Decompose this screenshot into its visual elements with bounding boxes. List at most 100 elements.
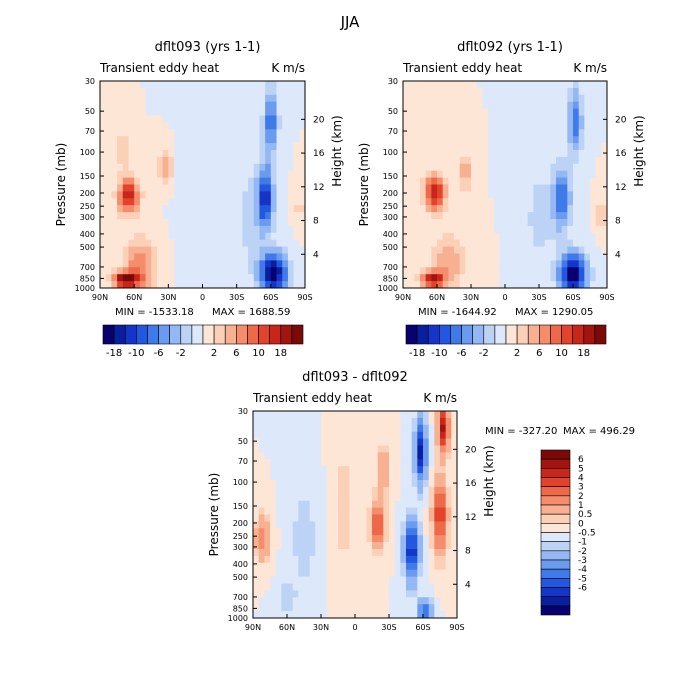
heatmap-cell <box>128 281 135 288</box>
heatmap-cell <box>230 198 238 206</box>
heatmap-cell <box>383 500 390 509</box>
heatmap-cell <box>309 486 316 495</box>
heatmap-cell <box>578 81 585 89</box>
heatmap-cell <box>122 115 130 123</box>
heatmap-cell <box>510 267 517 275</box>
heatmap-cell <box>191 122 198 130</box>
heatmap-cell <box>366 528 373 536</box>
heatmap-cell <box>516 253 523 261</box>
heatmap-cell <box>349 459 356 467</box>
heatmap-cell <box>465 232 472 241</box>
heatmap-cell <box>315 549 322 557</box>
heatmap-cell <box>465 274 472 282</box>
heatmap-cell <box>292 411 299 419</box>
heatmap-cell <box>168 260 175 268</box>
heatmap-cell <box>544 163 551 172</box>
heatmap-cell <box>372 514 379 522</box>
heatmap-cell <box>437 94 444 103</box>
heatmap-cell <box>242 191 249 199</box>
colorbar-swatch <box>540 568 571 579</box>
heatmap-cell <box>128 191 135 199</box>
heatmap-cell <box>417 590 424 598</box>
heatmap-cell <box>230 212 238 220</box>
heatmap-cell <box>465 122 472 130</box>
heatmap-cell <box>420 260 427 268</box>
heatmap-cell <box>539 87 546 96</box>
heatmap-cell <box>510 212 517 220</box>
heatmap-cell <box>471 108 478 117</box>
heatmap-cell <box>139 212 147 220</box>
heatmap-cell <box>326 480 333 488</box>
heatmap-cell <box>556 191 563 199</box>
heatmap-cell <box>293 122 300 130</box>
heatmap-cell <box>208 177 215 186</box>
heatmap-cell <box>505 205 512 213</box>
heatmap-cell <box>117 232 124 241</box>
heatmap-cell <box>440 590 447 598</box>
heatmap-cell <box>454 177 461 186</box>
heatmap-cell <box>208 115 215 123</box>
heatmap-cell <box>372 500 379 509</box>
heatmap-cell <box>299 253 305 261</box>
heatmap-cell <box>134 163 141 172</box>
heatmap-cell <box>366 480 373 488</box>
heatmap-cell <box>151 198 158 206</box>
heatmap-cell <box>454 274 461 282</box>
heatmap-cell <box>527 239 534 248</box>
heatmap-cell <box>275 590 282 598</box>
heatmap-cell <box>321 424 328 433</box>
heatmap-cell <box>522 232 529 241</box>
heatmap-cell <box>417 486 424 495</box>
heatmap-cell <box>394 459 401 467</box>
heatmap-cell <box>406 535 413 543</box>
colorbar-label: 10 <box>555 348 568 359</box>
heatmap-cell <box>162 156 169 165</box>
heatmap-cell <box>282 267 289 275</box>
heatmap-cell <box>179 115 187 123</box>
heatmap-cell <box>208 205 215 213</box>
heatmap-cell <box>493 129 500 137</box>
heatmap-cell <box>236 225 243 234</box>
heatmap-cell <box>151 205 158 213</box>
heatmap-cell <box>275 411 282 419</box>
heatmap-cell <box>326 555 333 564</box>
heatmap-cell <box>202 239 209 248</box>
heatmap-cell <box>270 253 278 261</box>
heatmap-cell <box>230 170 238 179</box>
heatmap-cell <box>394 549 401 557</box>
heatmap-cell <box>230 143 238 151</box>
heatmap-cell <box>213 219 221 227</box>
heatmap-cell <box>488 170 495 179</box>
heatmap-cell <box>394 507 401 516</box>
heatmap-cell <box>400 611 407 618</box>
heatmap-cell <box>282 94 289 103</box>
heatmap-cell <box>349 521 356 529</box>
heatmap-cell <box>403 122 410 130</box>
heatmap-cell <box>411 521 418 529</box>
heatmap-cell <box>332 507 339 516</box>
heatmap-cell <box>242 101 249 110</box>
heatmap-cell <box>270 452 277 460</box>
heatmap-cell <box>383 576 390 585</box>
heatmap-cell <box>202 205 209 213</box>
heatmap-cell <box>315 562 322 571</box>
heatmap-cell <box>527 108 534 117</box>
heatmap-cell <box>253 431 260 440</box>
heatmap-cell <box>236 177 243 186</box>
heatmap-cell <box>248 129 255 137</box>
heatmap-cell <box>281 466 288 474</box>
heatmap-cell <box>590 253 597 261</box>
heatmap-cell <box>590 87 597 96</box>
heatmap-cell <box>505 143 512 151</box>
heatmap-cell <box>219 163 226 172</box>
heatmap-cell <box>400 604 407 612</box>
heatmap-cell <box>292 535 299 543</box>
heatmap-cell <box>394 480 401 488</box>
heatmap-cell <box>225 81 232 89</box>
heatmap-cell <box>293 177 300 186</box>
heatmap-cell <box>533 122 540 130</box>
heatmap-cell <box>298 424 305 433</box>
heatmap-cell <box>488 239 495 248</box>
heatmap-cell <box>281 555 288 564</box>
heatmap-cell <box>533 177 540 186</box>
